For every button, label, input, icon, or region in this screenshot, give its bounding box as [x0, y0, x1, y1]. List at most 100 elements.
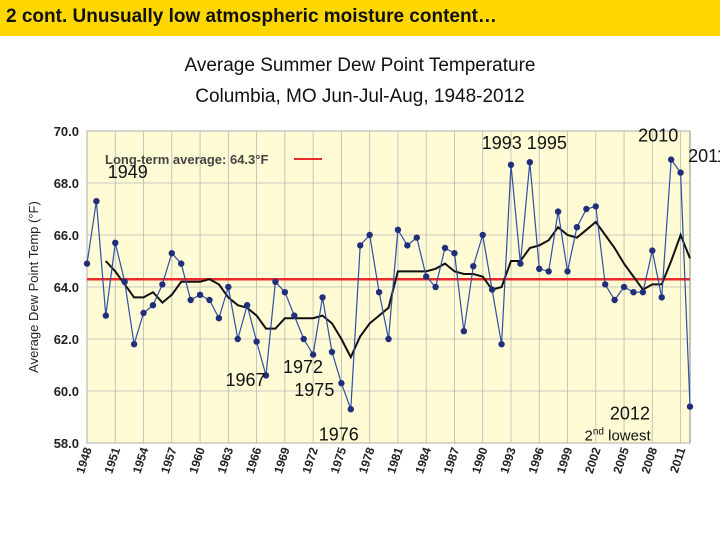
- data-point: [602, 281, 609, 288]
- data-point: [498, 341, 505, 348]
- data-point: [526, 159, 534, 166]
- data-point: [441, 244, 449, 252]
- data-point: [611, 296, 618, 304]
- data-point: [149, 302, 157, 309]
- y-tick-label: 70.0: [54, 124, 79, 139]
- data-point: [470, 263, 477, 270]
- chart-title: Average Summer Dew Point Temperature: [184, 55, 536, 76]
- x-tick-label: 1963: [215, 445, 237, 475]
- data-point: [451, 250, 458, 257]
- data-point: [206, 296, 213, 304]
- y-tick-label: 60.0: [54, 384, 79, 399]
- data-point: [639, 289, 647, 296]
- year-annotation: 1967: [226, 370, 266, 390]
- data-point: [583, 205, 590, 213]
- data-point: [592, 203, 599, 210]
- data-point: [328, 348, 336, 356]
- data-point: [404, 242, 411, 249]
- x-tick-label: 1975: [328, 445, 350, 475]
- data-point: [554, 208, 562, 215]
- y-tick-label: 68.0: [54, 176, 79, 191]
- data-point: [517, 260, 524, 267]
- data-point: [102, 312, 110, 319]
- x-tick-label: 1954: [130, 445, 152, 475]
- data-point: [422, 273, 430, 280]
- year-annotation: 1949: [108, 162, 148, 182]
- data-point: [649, 247, 656, 254]
- x-tick-label: 2005: [610, 445, 632, 475]
- data-point: [83, 260, 91, 267]
- data-point: [93, 198, 100, 205]
- year-annotation: 2011: [688, 146, 720, 166]
- x-tick-label: 1984: [412, 445, 434, 475]
- x-tick-label: 1978: [356, 445, 378, 475]
- data-point: [272, 278, 279, 285]
- data-point: [187, 296, 194, 304]
- data-point: [366, 231, 373, 239]
- data-point: [488, 286, 496, 293]
- data-point: [677, 169, 684, 176]
- legend-label: Long-term average: 64.3°F: [105, 152, 268, 167]
- data-point: [178, 260, 185, 267]
- data-point: [507, 161, 515, 168]
- data-point: [215, 315, 223, 322]
- data-point: [168, 250, 175, 257]
- data-point: [658, 294, 665, 301]
- year-annotation: 2012: [610, 404, 650, 424]
- year-annotation: 2nd lowest: [584, 426, 651, 444]
- year-annotation: 1972: [283, 357, 323, 377]
- x-tick-label: 2011: [667, 445, 688, 474]
- data-point: [630, 289, 637, 296]
- x-tick-label: 2002: [582, 445, 604, 475]
- y-tick-label: 64.0: [54, 280, 79, 295]
- data-point: [281, 289, 289, 296]
- data-point: [262, 372, 270, 379]
- x-tick-label: 1981: [384, 445, 406, 475]
- data-point: [112, 239, 119, 246]
- data-point: [460, 328, 468, 335]
- data-point: [319, 294, 326, 301]
- data-point: [479, 231, 486, 239]
- y-tick-label: 62.0: [54, 332, 79, 347]
- x-tick-label: 1972: [299, 445, 321, 475]
- year-annotation: 1976: [319, 424, 359, 444]
- year-annotation: 2010: [638, 125, 678, 145]
- data-point: [375, 289, 383, 296]
- data-point: [357, 242, 364, 249]
- data-point: [620, 283, 628, 291]
- data-point: [225, 283, 232, 291]
- x-tick-label: 1951: [102, 445, 124, 475]
- banner-title: 2 cont. Unusually low atmospheric moistu…: [6, 6, 497, 27]
- data-point: [121, 278, 128, 285]
- x-tick-label: 1993: [497, 445, 519, 475]
- x-tick-label: 1999: [554, 445, 576, 475]
- x-tick-label: 1990: [469, 445, 491, 475]
- moving-average-line: [105, 220, 691, 360]
- data-point: [338, 380, 345, 387]
- x-tick-label: 1960: [186, 445, 208, 475]
- data-point: [413, 234, 420, 241]
- data-point: [140, 309, 147, 317]
- x-tick-label: 1957: [158, 445, 180, 475]
- y-axis-label: Average Dew Point Temp (°F): [26, 201, 41, 373]
- y-tick-label: 58.0: [54, 436, 79, 451]
- x-tick-label: 1987: [441, 445, 463, 475]
- data-point: [130, 341, 138, 348]
- data-point: [347, 406, 355, 413]
- data-point: [686, 403, 694, 410]
- data-point: [196, 291, 204, 298]
- x-tick-label: 1966: [243, 445, 265, 475]
- x-tick-label: 1969: [271, 445, 293, 475]
- data-point: [536, 265, 543, 272]
- year-annotation: 1993 1995: [482, 133, 567, 153]
- data-point: [432, 283, 439, 291]
- data-point: [564, 268, 571, 275]
- data-point: [309, 351, 317, 358]
- data-point: [573, 224, 581, 231]
- x-tick-label: 1996: [526, 445, 548, 475]
- data-point: [253, 338, 260, 345]
- data-point: [291, 312, 298, 319]
- data-point: [300, 335, 307, 343]
- chart-subtitle: Columbia, MO Jun-Jul-Aug, 1948-2012: [195, 86, 525, 107]
